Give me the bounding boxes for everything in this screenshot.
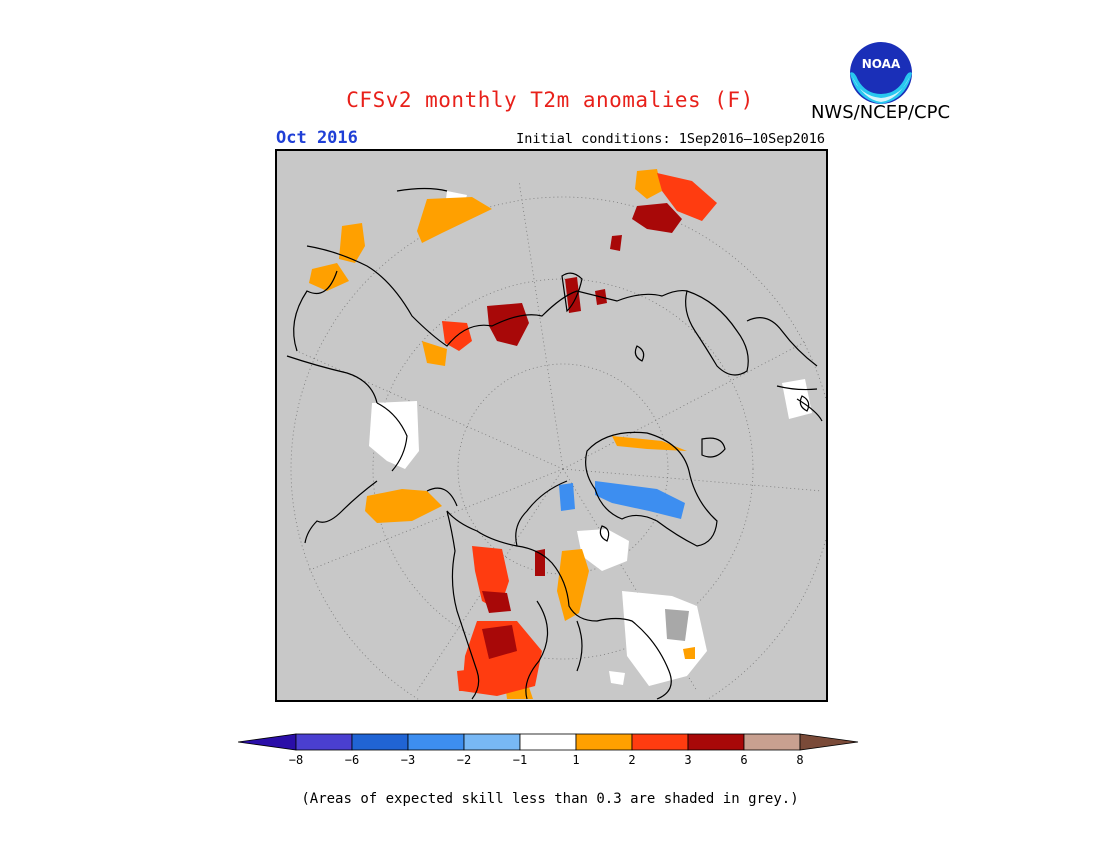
valid-month: Oct 2016 — [276, 128, 358, 148]
colorbar-seg — [519, 733, 577, 751]
colorbar-seg — [687, 733, 745, 751]
anomaly-cool — [559, 481, 685, 519]
anomaly-warm-2-3 — [442, 173, 717, 696]
colorbar-seg — [295, 733, 353, 751]
noaa-logo: NOAA — [849, 41, 913, 105]
colorbar-tick: 8 — [796, 753, 804, 767]
skill-footnote: (Areas of expected skill less than 0.3 a… — [301, 791, 799, 807]
colorbar-seg — [575, 733, 633, 751]
initial-conditions: Initial conditions: 1Sep2016–10Sep2016 — [516, 131, 825, 147]
noaa-logo-text: NOAA — [862, 57, 901, 71]
colorbar-tick: −8 — [288, 753, 304, 767]
low-skill-patch — [665, 609, 689, 641]
colorbar-tick: 3 — [684, 753, 692, 767]
polar-map-svg — [286, 169, 826, 700]
anomaly-warm-3-6 — [482, 203, 682, 659]
colorbar-under-arrow — [238, 733, 297, 751]
map-title: CFSv2 monthly T2m anomalies (F) — [346, 88, 754, 112]
colorbar-over-arrow — [799, 733, 859, 751]
anomaly-near-normal — [369, 191, 812, 686]
coastlines — [286, 187, 823, 700]
anomaly-map — [275, 149, 828, 702]
colorbar-tick: 2 — [628, 753, 636, 767]
colorbar-seg — [351, 733, 409, 751]
issuer-label: NWS/NCEP/CPC — [810, 102, 951, 123]
colorbar-tick: −1 — [512, 753, 528, 767]
colorbar — [238, 733, 859, 751]
colorbar-tick: −6 — [344, 753, 360, 767]
colorbar-seg — [743, 733, 801, 751]
colorbar-tick: 1 — [572, 753, 580, 767]
colorbar-seg — [463, 733, 521, 751]
colorbar-tick: 6 — [740, 753, 748, 767]
colorbar-seg — [407, 733, 465, 751]
colorbar-tick: −2 — [456, 753, 472, 767]
colorbar-seg — [631, 733, 689, 751]
colorbar-tick: −3 — [400, 753, 416, 767]
